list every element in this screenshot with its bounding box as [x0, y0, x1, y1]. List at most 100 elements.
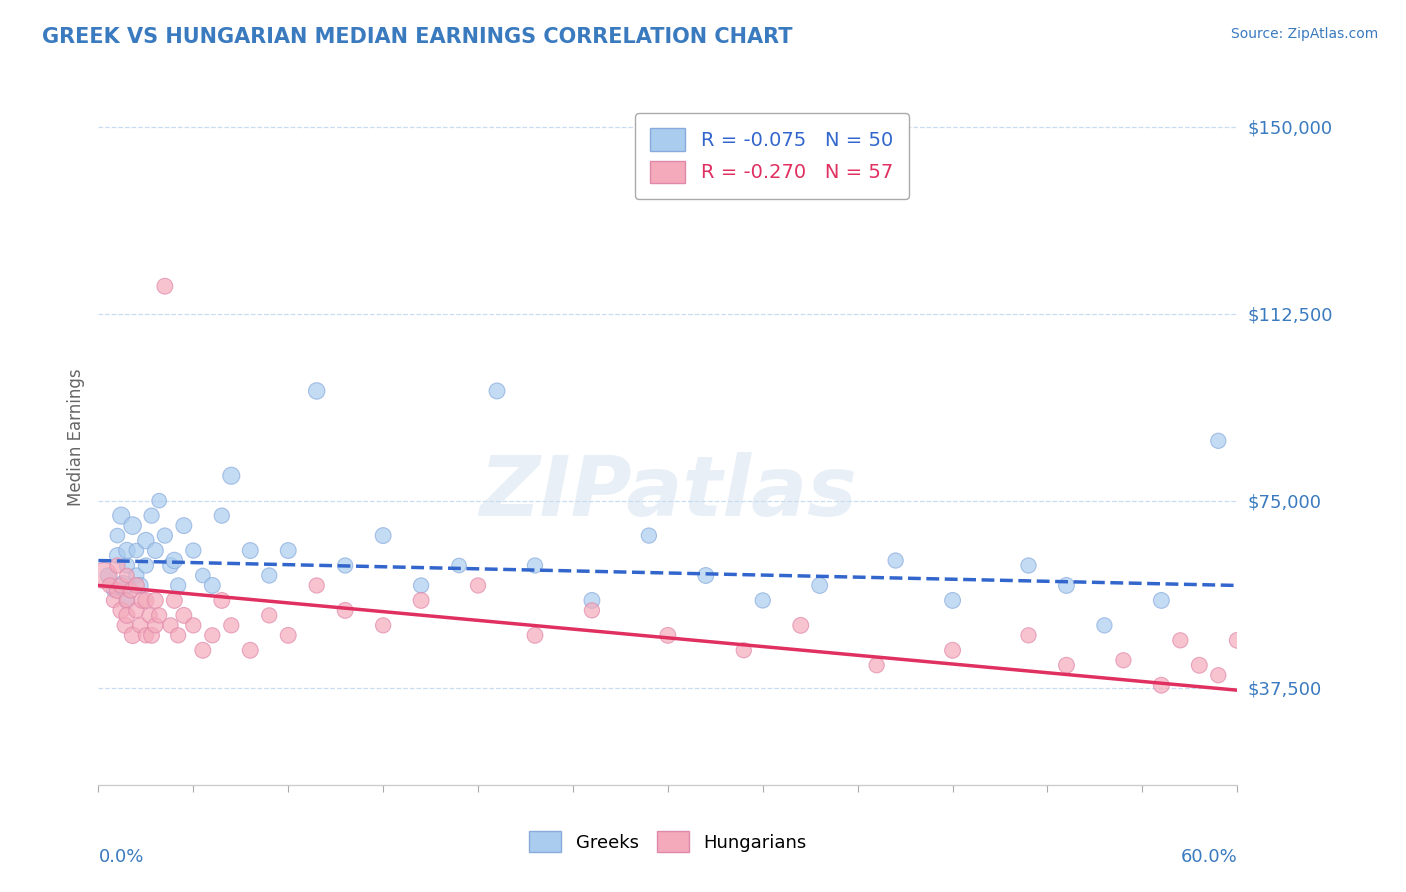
Point [371, 528, 394, 542]
Point [125, 568, 148, 582]
Point [115, 593, 138, 607]
Point [211, 508, 233, 523]
Point [110, 508, 132, 523]
Point [145, 618, 167, 632]
Point [110, 578, 132, 592]
Point [167, 578, 190, 592]
Point [115, 593, 138, 607]
Point [98, 578, 121, 592]
Point [129, 618, 152, 632]
Point [1226, 633, 1249, 648]
Point [145, 593, 167, 607]
Legend: Greeks, Hungarians: Greeks, Hungarians [522, 824, 814, 859]
Point [449, 558, 471, 573]
Point [131, 593, 153, 607]
Point [135, 533, 157, 548]
Point [239, 543, 262, 558]
Point [125, 603, 148, 617]
Point [112, 578, 135, 592]
Point [183, 618, 205, 632]
Point [524, 558, 547, 573]
Point [581, 593, 603, 607]
Point [135, 593, 157, 607]
Point [1188, 658, 1211, 673]
Point [581, 603, 603, 617]
Point [125, 543, 148, 558]
Point [97, 568, 120, 582]
Point [120, 583, 142, 598]
Point [167, 628, 190, 642]
Point [103, 593, 125, 607]
Point [221, 468, 243, 483]
Point [1170, 633, 1192, 648]
Point [638, 528, 661, 542]
Point [467, 578, 489, 592]
Point [1208, 434, 1230, 448]
Text: Source: ZipAtlas.com: Source: ZipAtlas.com [1230, 27, 1378, 41]
Point [93, 568, 115, 582]
Point [201, 578, 224, 592]
Point [107, 549, 129, 563]
Text: 60.0%: 60.0% [1181, 847, 1237, 865]
Point [808, 578, 831, 592]
Point [1018, 558, 1040, 573]
Point [159, 618, 181, 632]
Point [1094, 618, 1116, 632]
Text: GREEK VS HUNGARIAN MEDIAN EARNINGS CORRELATION CHART: GREEK VS HUNGARIAN MEDIAN EARNINGS CORRE… [42, 27, 793, 46]
Point [221, 618, 243, 632]
Point [411, 593, 433, 607]
Point [145, 543, 167, 558]
Point [115, 558, 138, 573]
Point [1208, 668, 1230, 682]
Point [159, 558, 181, 573]
Point [884, 553, 907, 567]
Point [141, 508, 163, 523]
Point [1056, 658, 1078, 673]
Point [163, 553, 186, 567]
Point [191, 643, 214, 657]
Point [335, 603, 357, 617]
Point [1018, 628, 1040, 642]
Point [259, 568, 281, 582]
Point [411, 578, 433, 592]
Point [153, 279, 176, 293]
Text: 0.0%: 0.0% [98, 847, 143, 865]
Point [141, 628, 163, 642]
Point [107, 528, 129, 542]
Point [135, 628, 157, 642]
Point [191, 568, 214, 582]
Point [1150, 678, 1173, 692]
Point [103, 583, 125, 598]
Point [866, 658, 889, 673]
Point [121, 518, 143, 533]
Point [173, 518, 195, 533]
Point [107, 583, 129, 598]
Point [110, 603, 132, 617]
Point [135, 558, 157, 573]
Point [107, 558, 129, 573]
Point [173, 608, 195, 623]
Point [148, 608, 170, 623]
Y-axis label: Median Earnings: Median Earnings [66, 368, 84, 506]
Point [239, 643, 262, 657]
Point [790, 618, 813, 632]
Point [114, 618, 136, 632]
Text: ZIPatlas: ZIPatlas [479, 452, 856, 533]
Point [277, 628, 299, 642]
Point [305, 384, 328, 398]
Point [115, 543, 138, 558]
Point [1056, 578, 1078, 592]
Point [277, 543, 299, 558]
Point [153, 528, 176, 542]
Point [259, 608, 281, 623]
Point [335, 558, 357, 573]
Point [305, 578, 328, 592]
Point [121, 628, 143, 642]
Point [1112, 653, 1135, 667]
Point [183, 543, 205, 558]
Point [371, 618, 394, 632]
Point [211, 593, 233, 607]
Point [201, 628, 224, 642]
Point [125, 578, 148, 592]
Point [942, 643, 965, 657]
